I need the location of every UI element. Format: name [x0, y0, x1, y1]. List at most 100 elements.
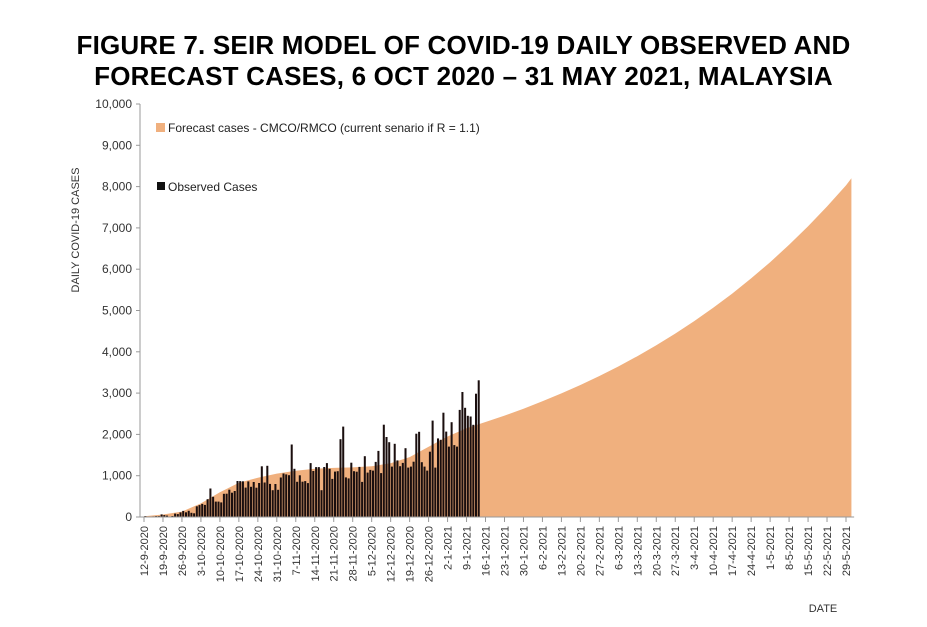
observed-bar — [415, 433, 418, 517]
observed-bar — [277, 489, 280, 517]
legend-label-observed: Observed Cases — [168, 180, 257, 194]
observed-bar — [475, 393, 478, 517]
observed-bar — [222, 493, 225, 517]
x-tick-label: 7-11-2020 — [291, 526, 303, 575]
observed-bar — [361, 481, 364, 517]
legend-label-forecast: Forecast cases - CMCO/RMCO (current sena… — [168, 121, 480, 135]
y-tick-label: 7,000 — [102, 221, 132, 235]
observed-bar — [353, 471, 356, 517]
x-tick-label: 29-5-2021 — [841, 526, 853, 576]
observed-bar — [325, 463, 328, 517]
forecast-area-layer — [144, 178, 852, 518]
x-tick-label: 12-12-2020 — [386, 526, 398, 582]
x-tick-label: 23-1-2021 — [500, 526, 512, 576]
observed-bar — [228, 489, 231, 517]
observed-bar — [285, 474, 288, 517]
observed-bar — [461, 392, 464, 517]
observed-bar — [212, 496, 215, 517]
observed-bar — [231, 492, 234, 517]
y-tick-label: 9,000 — [102, 138, 132, 152]
observed-bar — [385, 437, 388, 517]
x-tick-label: 26-9-2020 — [177, 526, 189, 576]
observed-bar — [312, 471, 315, 517]
observed-bar — [174, 513, 177, 517]
observed-bar — [195, 506, 198, 517]
observed-bar — [239, 481, 242, 517]
observed-bar — [185, 512, 188, 517]
x-tick-label: 19-9-2020 — [158, 526, 170, 576]
observed-bar — [420, 462, 423, 517]
y-tick-label: 10,000 — [95, 97, 132, 111]
observed-bar — [472, 424, 475, 517]
observed-bar — [404, 448, 407, 517]
observed-bar — [358, 466, 361, 517]
observed-bar — [209, 488, 212, 517]
x-tick-label: 28-11-2020 — [348, 526, 360, 581]
x-tick-label: 21-11-2020 — [329, 526, 341, 581]
observed-bar — [369, 469, 372, 517]
observed-bar — [250, 486, 253, 517]
y-tick-label: 2,000 — [102, 427, 132, 441]
observed-bar — [396, 460, 399, 517]
y-tick-label: 8,000 — [102, 180, 132, 194]
observed-bar — [247, 481, 250, 517]
x-tick-label: 6-3-2021 — [613, 526, 625, 570]
observed-bar — [423, 466, 426, 517]
observed-bar — [179, 512, 182, 517]
observed-bar — [366, 472, 369, 517]
observed-bar — [301, 481, 304, 517]
observed-bar — [477, 380, 480, 517]
x-tick-label: 10-10-2020 — [215, 526, 227, 582]
observed-bar — [407, 467, 410, 517]
y-tick-label: 6,000 — [102, 262, 132, 276]
observed-bar — [214, 501, 217, 517]
observed-bar — [469, 416, 472, 517]
observed-bar — [456, 446, 459, 517]
observed-bar — [426, 470, 429, 517]
x-tick-label: 5-12-2020 — [367, 526, 379, 576]
x-tick-label: 10-4-2021 — [708, 526, 720, 576]
x-tick-label: 6-2-2021 — [537, 526, 549, 570]
observed-bar — [447, 446, 450, 517]
y-tick-label: 4,000 — [102, 345, 132, 359]
observed-bar — [464, 407, 467, 517]
observed-bar — [336, 471, 339, 517]
observed-bar — [269, 483, 272, 517]
observed-bar — [350, 462, 353, 517]
x-tick-label: 17-4-2021 — [727, 526, 739, 576]
observed-bar — [347, 478, 350, 517]
observed-bar — [203, 504, 206, 517]
y-tick-label: 0 — [125, 510, 132, 524]
observed-bar — [344, 477, 347, 517]
observed-bar — [160, 514, 163, 517]
observed-bar — [306, 483, 309, 517]
x-tick-label: 13-3-2021 — [632, 526, 644, 576]
observed-bar — [288, 475, 291, 517]
observed-bar — [445, 431, 448, 517]
observed-bar — [279, 477, 282, 517]
x-tick-label: 24-10-2020 — [253, 526, 265, 582]
observed-bar — [176, 514, 179, 517]
observed-bar — [296, 481, 299, 517]
x-tick-label: 14-11-2020 — [310, 526, 322, 581]
x-tick-label: 31-10-2020 — [272, 526, 284, 582]
x-tick-label: 16-1-2021 — [481, 526, 493, 576]
observed-bar — [320, 490, 323, 517]
observed-bar — [374, 461, 377, 517]
observed-bar — [166, 515, 169, 517]
y-tick-label: 3,000 — [102, 386, 132, 400]
x-tick-label: 1-5-2021 — [765, 526, 777, 570]
x-tick-label: 20-2-2021 — [575, 526, 587, 576]
observed-bar — [198, 505, 201, 517]
observed-bar — [380, 473, 383, 517]
x-tick-label: 3-10-2020 — [196, 526, 208, 576]
observed-bar — [271, 490, 274, 517]
observed-bar — [263, 482, 266, 517]
observed-bar — [244, 487, 247, 517]
x-axis-label: DATE — [809, 603, 838, 615]
observed-bar — [274, 484, 277, 517]
observed-bar — [217, 501, 220, 517]
x-tick-label: 26-12-2020 — [424, 526, 436, 582]
x-tick-label: 24-4-2021 — [746, 526, 758, 576]
